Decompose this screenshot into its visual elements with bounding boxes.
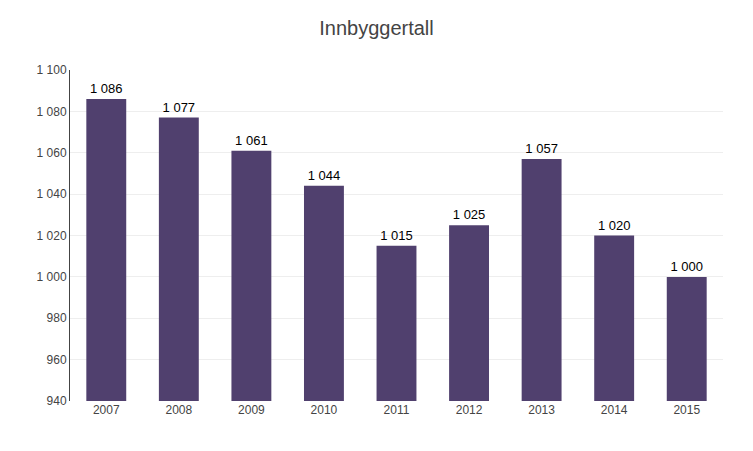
svg-text:1 020: 1 020	[37, 229, 67, 243]
svg-text:2008: 2008	[165, 403, 192, 417]
svg-text:1 000: 1 000	[670, 259, 703, 274]
svg-text:2009: 2009	[238, 403, 265, 417]
svg-text:1 044: 1 044	[308, 168, 341, 183]
svg-text:960: 960	[47, 353, 67, 367]
svg-text:2012: 2012	[456, 403, 483, 417]
svg-text:2010: 2010	[311, 403, 338, 417]
svg-text:2014: 2014	[601, 403, 628, 417]
svg-text:1 080: 1 080	[37, 105, 67, 119]
svg-text:1 020: 1 020	[598, 218, 631, 233]
svg-text:1 040: 1 040	[37, 187, 67, 201]
svg-text:2007: 2007	[93, 403, 120, 417]
svg-text:1 061: 1 061	[235, 133, 268, 148]
svg-text:1 077: 1 077	[163, 100, 196, 115]
svg-text:1 060: 1 060	[37, 146, 67, 160]
svg-text:1 000: 1 000	[37, 270, 67, 284]
svg-text:1 086: 1 086	[90, 81, 123, 96]
svg-text:1 015: 1 015	[380, 228, 413, 243]
svg-text:1 025: 1 025	[453, 207, 486, 222]
svg-text:940: 940	[47, 394, 67, 408]
svg-text:1 100: 1 100	[37, 63, 67, 77]
svg-text:Innbyggertall: Innbyggertall	[319, 17, 434, 39]
svg-text:1 057: 1 057	[525, 141, 558, 156]
svg-text:980: 980	[47, 311, 67, 325]
svg-text:2013: 2013	[528, 403, 555, 417]
svg-text:2011: 2011	[384, 403, 410, 417]
svg-text:2015: 2015	[673, 403, 700, 417]
